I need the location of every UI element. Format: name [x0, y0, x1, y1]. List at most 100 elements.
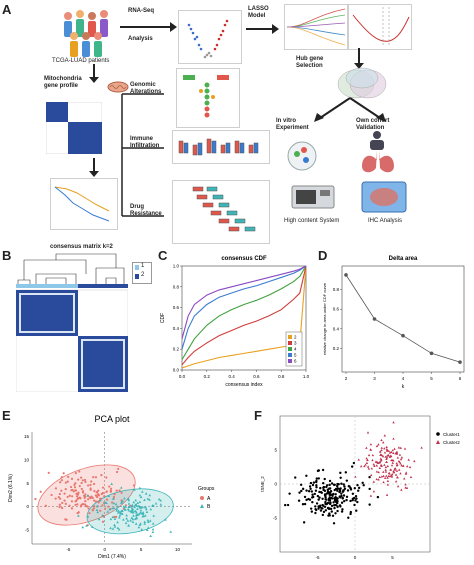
point-cluster1 [339, 471, 342, 475]
point-cluster1 [297, 499, 301, 502]
point-cluster2 [406, 465, 409, 468]
point-group-a [83, 478, 87, 482]
point-group-b [131, 507, 135, 511]
point-cluster1 [323, 493, 327, 496]
point-group-a [69, 485, 73, 489]
point-group-b [135, 511, 138, 514]
point-group-b [143, 498, 146, 501]
point-cluster1 [321, 497, 324, 500]
point-cluster2 [365, 446, 368, 449]
point-cluster1 [312, 481, 316, 484]
point-cluster1 [300, 489, 303, 493]
point-cluster1 [328, 491, 332, 494]
point-group-a [115, 489, 118, 492]
point-group-a [64, 487, 67, 491]
point-cluster2 [391, 461, 394, 464]
point-cluster2 [392, 470, 395, 473]
point-cluster1 [319, 509, 323, 512]
point-group-a [70, 507, 74, 510]
drug-boxplot-thumb [172, 180, 270, 244]
point-cluster2 [404, 486, 407, 489]
point-cluster1 [327, 497, 331, 500]
point-group-b [77, 514, 80, 517]
point-group-b [95, 504, 99, 508]
point-group-b [140, 528, 144, 531]
point-cluster1 [310, 510, 314, 513]
point-group-b [109, 526, 112, 530]
point-cluster1 [349, 499, 352, 503]
drug-label-1: Drug [130, 204, 144, 210]
point-cluster1 [362, 484, 365, 487]
point-group-b [144, 507, 148, 511]
point-group-b [131, 509, 134, 512]
point-group-b [127, 498, 131, 502]
point-group-a [96, 493, 100, 496]
point-cluster1 [339, 505, 342, 508]
point-group-a [68, 504, 71, 507]
point-cluster1 [328, 479, 332, 483]
point-group-b [91, 525, 94, 528]
point-cluster1 [334, 500, 337, 503]
point-cluster2 [384, 470, 388, 473]
point-group-a [97, 501, 100, 504]
point-group-b [146, 518, 150, 522]
point-cluster2 [389, 455, 393, 458]
point-cluster2 [396, 456, 400, 459]
tsne-plot: -5 0 5 -5 0 5 tSNE_2 Cluster1 Cluster2 [260, 415, 460, 560]
point-cluster2 [392, 451, 395, 455]
point-group-a [68, 494, 71, 497]
patients-label: TCGA-LUAD patients [52, 58, 110, 64]
point-group-b [137, 512, 141, 516]
point-cluster2 [375, 464, 378, 467]
legend-swatch [288, 341, 292, 345]
point-cluster1 [351, 492, 355, 495]
point-cluster2 [385, 449, 389, 452]
point-group-a [87, 507, 90, 510]
legend-label-cluster2: Cluster2 [443, 440, 460, 445]
point-group-b [125, 517, 128, 520]
point-group-a [47, 471, 50, 474]
chart-title: PCA plot [94, 414, 130, 424]
point-cluster2 [383, 447, 386, 450]
legend-swatch-a [200, 496, 204, 500]
point-cluster1 [344, 471, 348, 474]
point-cluster2 [380, 475, 384, 478]
point-group-a [66, 480, 69, 483]
point-cluster2 [409, 475, 413, 479]
point-group-a [76, 492, 79, 495]
point-group-a [105, 476, 108, 479]
point-group-b [123, 496, 126, 500]
point-cluster1 [345, 495, 349, 499]
point-cluster2 [380, 446, 383, 449]
point-group-b [118, 514, 122, 517]
point-group-a [118, 489, 121, 492]
point-group-b [139, 495, 143, 499]
point-group-b [151, 528, 155, 531]
x-tick-label: 0 [354, 555, 357, 560]
point-cluster2 [365, 457, 368, 460]
point-cluster2 [385, 474, 388, 477]
immune-label-2: Infiltration [130, 143, 160, 149]
point-cluster2 [382, 474, 385, 477]
point-cluster1 [329, 501, 332, 505]
lungs-icon [362, 150, 394, 173]
point-group-a [92, 507, 96, 510]
point-cluster2 [364, 463, 367, 466]
y-tick-label: 0 [26, 504, 29, 509]
point-group-b [125, 514, 128, 517]
point-group-a [90, 480, 93, 483]
point-group-a [59, 481, 62, 484]
point-cluster1 [323, 505, 327, 508]
point-group-a [117, 467, 120, 471]
point-cluster1 [342, 489, 345, 492]
point-group-a [58, 505, 61, 509]
point-cluster1 [317, 507, 320, 510]
point-cluster2 [365, 461, 369, 465]
point-cluster2 [399, 446, 402, 449]
point-group-a [58, 503, 61, 506]
delta-point [372, 317, 377, 321]
high-content-system-icon [291, 185, 335, 209]
point-group-b [127, 509, 131, 512]
hub-label-2: Selection [296, 63, 323, 69]
y-tick-label: 0 [274, 482, 277, 487]
